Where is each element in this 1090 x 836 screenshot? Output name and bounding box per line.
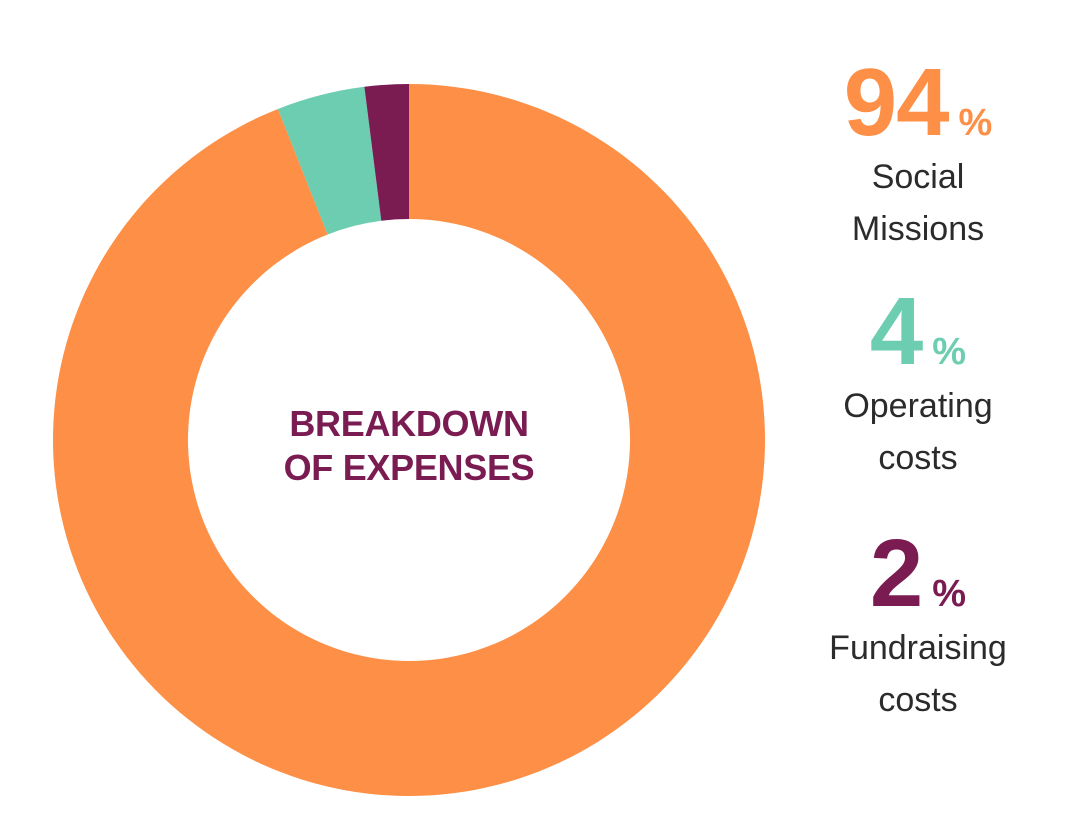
legend-value-fundraising-costs: 2% (818, 526, 1018, 622)
legend-item-fundraising-costs: 2% Fundraising costs (818, 526, 1018, 726)
donut-slice-operating-costs (277, 86, 382, 235)
donut-slice-social-missions (52, 84, 765, 796)
donut-chart (52, 84, 765, 796)
percent-sign: % (932, 573, 967, 615)
legend-label-line: Operating (843, 387, 993, 425)
percent-sign: % (958, 102, 993, 144)
percent-sign: % (932, 331, 967, 373)
slice-value-label: 94 (843, 49, 950, 156)
chart-title-line-1: BREAKDOWN (289, 403, 529, 444)
legend-label-line: Missions (851, 210, 985, 248)
slice-value-label: 4 (869, 278, 923, 385)
legend-label-line: Fundraising (829, 629, 1007, 667)
chart-title: BREAKDOWN OF EXPENSES (229, 402, 589, 490)
slice-value-label: 2 (869, 520, 923, 627)
legend-value-social-missions: 94% (818, 55, 1018, 151)
legend-label-line: costs (878, 439, 958, 477)
legend-value-operating-costs: 4% (818, 284, 1018, 380)
legend-label-line: Social (871, 158, 965, 196)
legend-item-operating-costs: 4% Operating costs (818, 284, 1018, 484)
donut-slice-fundraising-costs (364, 84, 409, 221)
legend-item-social-missions: 94% Social Missions (818, 55, 1018, 255)
chart-title-line-2: OF EXPENSES (283, 447, 535, 488)
legend-label-line: costs (878, 681, 958, 719)
